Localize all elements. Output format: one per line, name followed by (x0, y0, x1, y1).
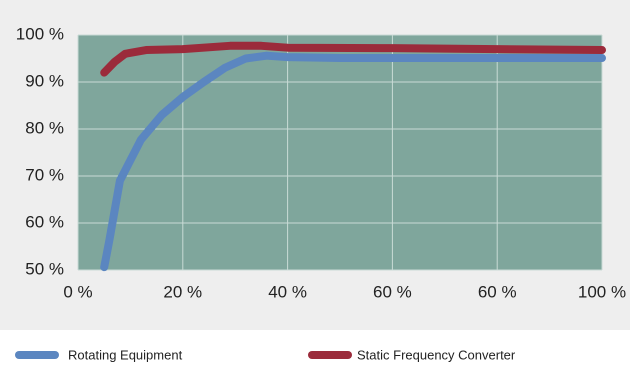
series-line (100, 41, 606, 77)
legend-label: Static Frequency Converter (357, 347, 516, 362)
plot-area (78, 35, 602, 270)
y-tick-label: 100 % (16, 24, 64, 43)
x-tick-label: 0 % (63, 282, 92, 301)
x-tick-label: 60 % (373, 282, 412, 301)
y-tick-label: 60 % (25, 212, 64, 231)
y-tick-label: 50 % (25, 259, 64, 278)
x-tick-label: 100 % (578, 282, 626, 301)
series-line (100, 51, 606, 272)
x-tick-label: 40 % (268, 282, 307, 301)
y-tick-label: 80 % (25, 118, 64, 137)
y-tick-label: 90 % (25, 71, 64, 90)
y-tick-label: 70 % (25, 165, 64, 184)
x-tick-label: 20 % (163, 282, 202, 301)
x-tick-label: 60 % (478, 282, 517, 301)
legend-label: Rotating Equipment (68, 347, 183, 362)
